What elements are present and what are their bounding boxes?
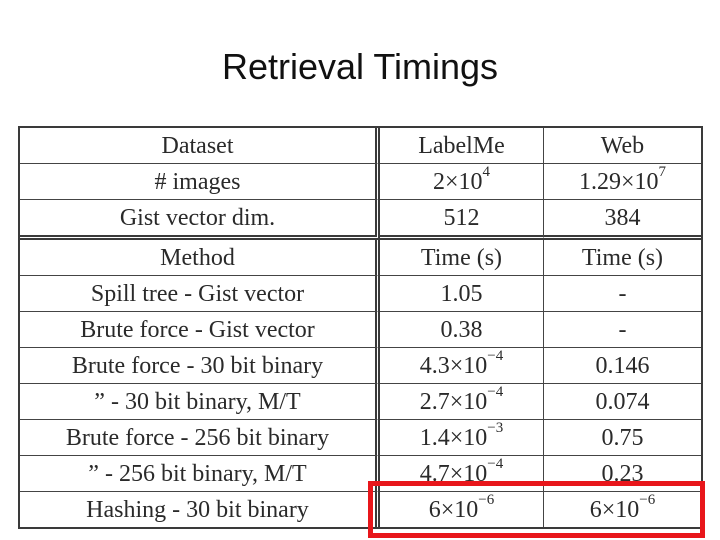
table-row: Brute force - Gist vector 0.38 -: [20, 312, 701, 348]
table-row: Brute force - 30 bit binary 4.3×10−4 0.1…: [20, 348, 701, 384]
method-cell: Brute force - 30 bit binary: [20, 348, 380, 384]
web-time-cell: 0.75: [544, 420, 701, 456]
images-label: # images: [20, 164, 380, 200]
method-cell: Brute force - Gist vector: [20, 312, 380, 348]
table-row-images: # images 2×104 1.29×107: [20, 164, 701, 200]
slide-title: Retrieval Timings: [221, 46, 499, 87]
time-header-labelme: Time (s): [380, 240, 544, 276]
dataset-web: Web: [544, 128, 701, 164]
table-row: Spill tree - Gist vector 1.05 -: [20, 276, 701, 312]
labelme-time-cell: 1.4×10−3: [380, 420, 544, 456]
gist-dim-web: 384: [544, 200, 701, 240]
web-time-cell: 0.074: [544, 384, 701, 420]
method-header: Method: [20, 240, 380, 276]
labelme-time-cell: 6×10−6: [380, 492, 544, 527]
retrieval-timings-table: Dataset LabelMe Web # images 2×104 1.29×…: [18, 126, 703, 529]
gist-dim-labelme: 512: [380, 200, 544, 240]
web-time-cell: -: [544, 312, 701, 348]
gist-dim-label: Gist vector dim.: [20, 200, 380, 240]
images-labelme: 2×104: [380, 164, 544, 200]
dataset-labelme: LabelMe: [380, 128, 544, 164]
labelme-time-cell: 2.7×10−4: [380, 384, 544, 420]
labelme-time-cell: 0.38: [380, 312, 544, 348]
labelme-time-cell: 1.05: [380, 276, 544, 312]
web-time-cell: -: [544, 276, 701, 312]
table-row-method-header: Method Time (s) Time (s): [20, 240, 701, 276]
method-cell: Spill tree - Gist vector: [20, 276, 380, 312]
method-cell: Brute force - 256 bit binary: [20, 420, 380, 456]
highlight-box: [368, 481, 705, 538]
dataset-label: Dataset: [20, 128, 380, 164]
table-row-gist-dim: Gist vector dim. 512 384: [20, 200, 701, 240]
method-cell: Hashing - 30 bit binary: [20, 492, 380, 527]
web-time-cell: 6×10−6: [589, 491, 656, 523]
time-header-web: Time (s): [544, 240, 701, 276]
method-cell: ” - 256 bit binary, M/T: [20, 456, 380, 492]
method-cell: ” - 30 bit binary, M/T: [20, 384, 380, 420]
table-row-dataset: Dataset LabelMe Web: [20, 128, 701, 164]
labelme-time-cell: 4.3×10−4: [380, 348, 544, 384]
table-row: ” - 30 bit binary, M/T 2.7×10−4 0.074: [20, 384, 701, 420]
images-web: 1.29×107: [544, 164, 701, 200]
table-row: Brute force - 256 bit binary 1.4×10−3 0.…: [20, 420, 701, 456]
web-time-cell: 0.146: [544, 348, 701, 384]
table-row: Hashing - 30 bit binary 6×10−6 6×10−6: [20, 492, 701, 527]
